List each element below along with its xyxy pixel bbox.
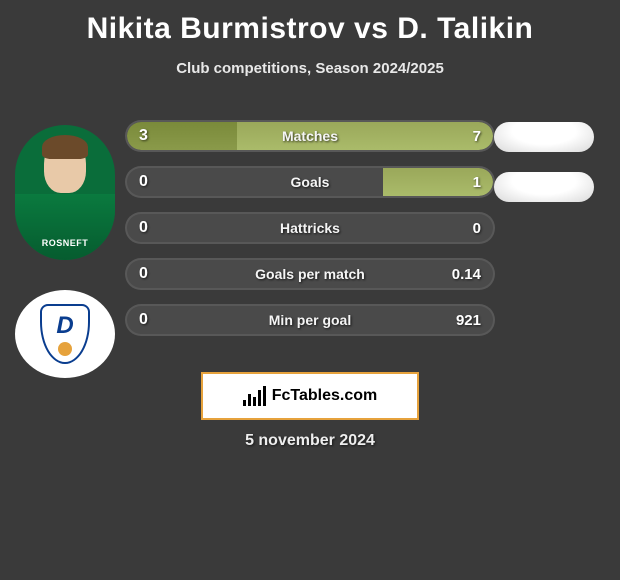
pill-matches bbox=[494, 122, 594, 152]
pill-goals bbox=[494, 172, 594, 202]
stats-panel: 3 Matches 7 0 Goals 1 0 Hattricks 0 0 Go… bbox=[125, 120, 495, 350]
avatar-column: ROSNEFT D bbox=[10, 125, 120, 378]
brand-chart-icon bbox=[243, 386, 266, 406]
stat-left-value: 0 bbox=[139, 265, 148, 283]
stat-right-value: 7 bbox=[473, 128, 481, 145]
stat-label: Hattricks bbox=[280, 220, 340, 236]
stat-row-hattricks: 0 Hattricks 0 bbox=[125, 212, 495, 244]
stat-label: Min per goal bbox=[269, 312, 351, 328]
title-player1: Nikita Burmistrov bbox=[87, 12, 346, 45]
stat-label: Goals per match bbox=[255, 266, 365, 282]
stat-row-matches: 3 Matches 7 bbox=[125, 120, 495, 152]
player2-crest: D bbox=[15, 290, 115, 378]
stat-right-value: 1 bbox=[473, 174, 481, 191]
subtitle: Club competitions, Season 2024/2025 bbox=[0, 60, 620, 77]
player1-sponsor: ROSNEFT bbox=[42, 238, 89, 248]
stat-right-value: 921 bbox=[456, 312, 481, 329]
player1-avatar: ROSNEFT bbox=[15, 125, 115, 260]
stat-left-value: 3 bbox=[139, 127, 148, 145]
stat-row-gpm: 0 Goals per match 0.14 bbox=[125, 258, 495, 290]
stat-label: Goals bbox=[291, 174, 330, 190]
stat-right-value: 0 bbox=[473, 220, 481, 237]
stat-left-value: 0 bbox=[139, 173, 148, 191]
stat-row-goals: 0 Goals 1 bbox=[125, 166, 495, 198]
stat-row-mpg: 0 Min per goal 921 bbox=[125, 304, 495, 336]
right-pill-column bbox=[494, 122, 602, 222]
stat-left-value: 0 bbox=[139, 219, 148, 237]
title-vs: vs bbox=[354, 12, 388, 45]
stat-right-value: 0.14 bbox=[452, 266, 481, 283]
brand-text: FcTables.com bbox=[272, 387, 378, 405]
brand-box: FcTables.com bbox=[201, 372, 419, 420]
date-label: 5 november 2024 bbox=[0, 432, 620, 450]
crest-letter: D bbox=[56, 312, 73, 340]
stat-left-value: 0 bbox=[139, 311, 148, 329]
stat-fill-right bbox=[237, 122, 493, 150]
title-player2: D. Talikin bbox=[397, 12, 533, 45]
stat-label: Matches bbox=[282, 128, 338, 144]
page-title: Nikita Burmistrov vs D. Talikin bbox=[0, 0, 620, 46]
